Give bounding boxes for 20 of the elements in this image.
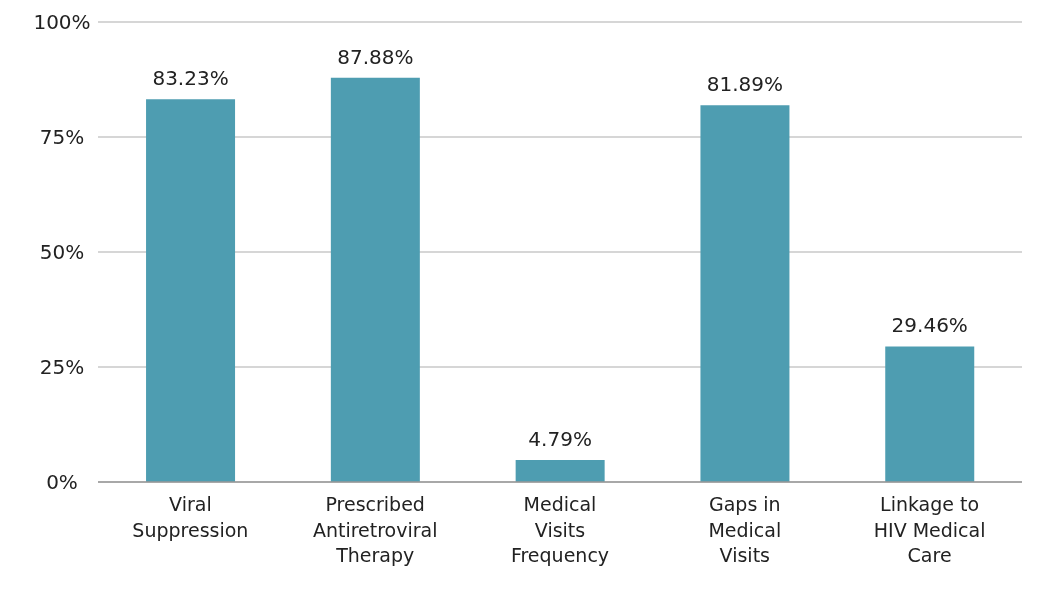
y-tick-label: 50% [39, 240, 85, 265]
data-label: 83.23% [152, 66, 229, 91]
y-tick-label: 75% [39, 125, 85, 150]
x-tick-label: Viral Suppression [132, 493, 249, 541]
x-tick-label: Linkage to HIV Medical Care [873, 493, 986, 567]
bar [515, 459, 605, 482]
bar [700, 105, 790, 482]
bar [146, 99, 236, 482]
x-tick-label: Prescribed Antiretroviral Therapy [312, 493, 438, 567]
data-label: 81.89% [706, 72, 784, 97]
y-tick-label: 25% [39, 355, 85, 380]
y-tick-label: 100% [33, 10, 91, 35]
data-label: 29.46% [891, 313, 968, 338]
bar [330, 77, 420, 482]
data-label: 4.79% [528, 426, 592, 451]
bar [885, 346, 975, 482]
y-tick-label: 0% [46, 470, 78, 495]
x-tick-label: Gaps in Medical Visits [708, 493, 782, 567]
data-label: 87.88% [337, 44, 414, 69]
x-tick-label: Medical Visits Frequency [510, 493, 610, 567]
